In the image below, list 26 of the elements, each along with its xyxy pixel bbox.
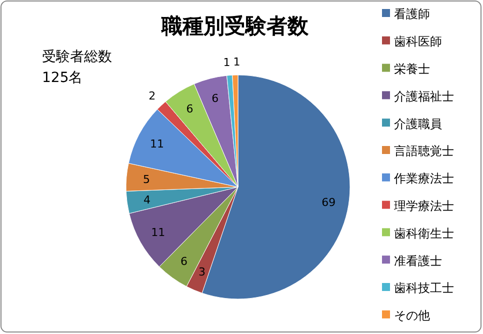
data-label: 5 <box>143 172 150 186</box>
data-label: 1 <box>233 55 240 68</box>
data-label: 69 <box>322 196 336 209</box>
data-label: 6 <box>180 255 188 268</box>
legend-label: 歯科衛生士 <box>394 226 454 240</box>
text: 受験者総数 125名 <box>42 49 112 86</box>
chart-title: 職種別受験者数 <box>160 14 310 38</box>
data-label: 4 <box>144 194 151 207</box>
legend-label: 准看護士 <box>394 254 442 268</box>
legend-label: 言語聴覚士 <box>394 144 454 158</box>
legend-label: 歯科医師 <box>394 34 442 49</box>
legend-label: 介護職員 <box>394 116 442 131</box>
data-label: 3 <box>198 265 206 278</box>
legend-label: 看護師 <box>394 7 430 22</box>
data-label: 11 <box>151 226 166 240</box>
legend-label: 理学療法士 <box>394 199 454 213</box>
legend-label: 作業療法士 <box>393 172 454 186</box>
data-label: 11 <box>150 138 164 151</box>
data-label: 6 <box>186 102 194 116</box>
data-label: 2 <box>148 89 156 102</box>
data-label: 6 <box>212 92 219 105</box>
legend-label: 歯科技工士 <box>394 281 454 296</box>
legend-label: 栄養士 <box>394 62 430 76</box>
legend-label: その他 <box>394 308 430 323</box>
legend-label: 介護福祉士 <box>394 89 454 104</box>
data-label: 1 <box>223 56 230 69</box>
